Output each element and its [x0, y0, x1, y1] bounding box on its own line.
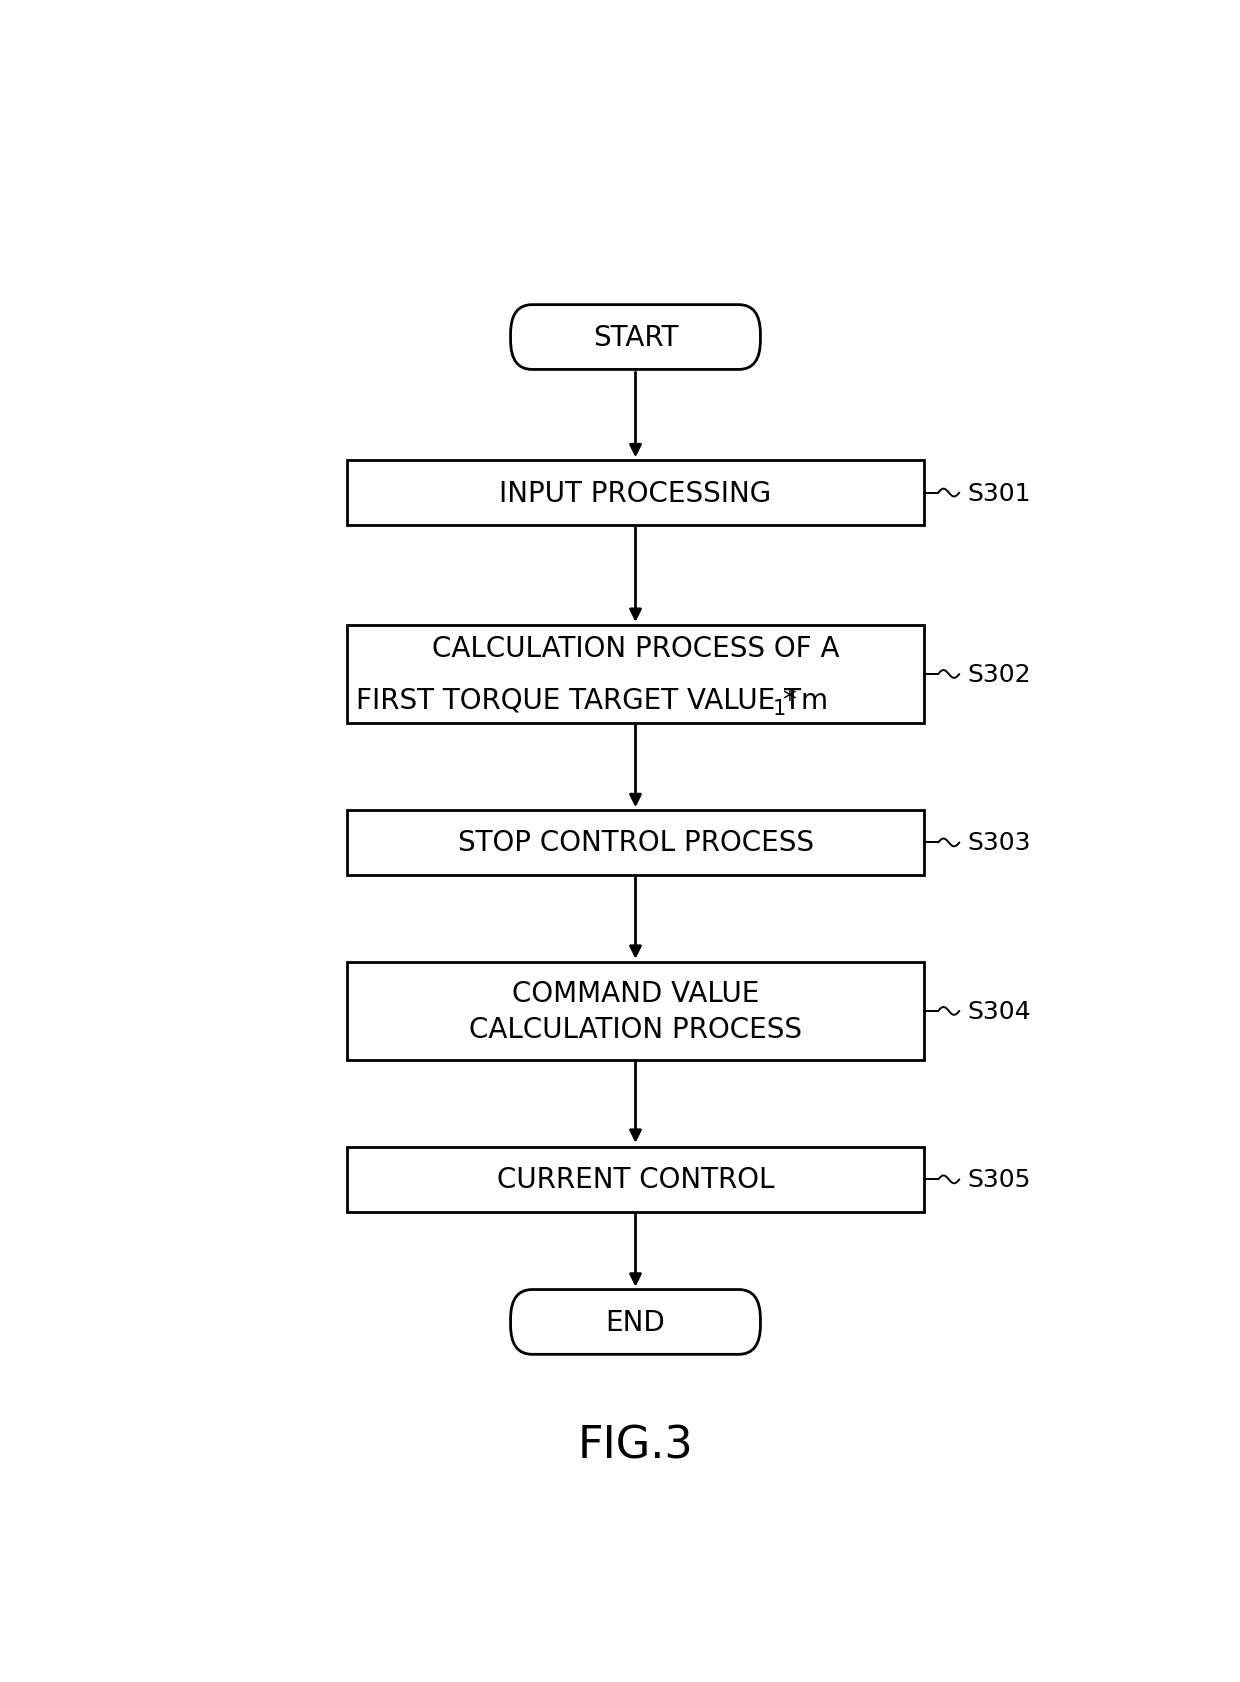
Bar	[347, 962, 924, 1060]
FancyBboxPatch shape	[511, 306, 760, 370]
Text: *: *	[782, 686, 796, 715]
Bar	[347, 626, 924, 723]
Text: S304: S304	[967, 999, 1030, 1023]
Text: CURRENT CONTROL: CURRENT CONTROL	[497, 1166, 774, 1194]
Text: END: END	[605, 1309, 666, 1336]
Text: START: START	[593, 325, 678, 352]
Text: COMMAND VALUE
CALCULATION PROCESS: COMMAND VALUE CALCULATION PROCESS	[469, 979, 802, 1045]
Text: FIRST TORQUE TARGET VALUE Tm: FIRST TORQUE TARGET VALUE Tm	[356, 686, 828, 715]
Text: S302: S302	[967, 663, 1030, 686]
Bar	[347, 811, 924, 875]
FancyBboxPatch shape	[511, 1290, 760, 1354]
Text: S305: S305	[967, 1167, 1030, 1191]
Text: S303: S303	[967, 831, 1030, 854]
Text: STOP CONTROL PROCESS: STOP CONTROL PROCESS	[458, 829, 813, 856]
Text: CALCULATION PROCESS OF A: CALCULATION PROCESS OF A	[432, 634, 839, 663]
Bar	[347, 1147, 924, 1213]
Text: S301: S301	[967, 481, 1030, 505]
Bar	[347, 461, 924, 526]
Text: FIG.3: FIG.3	[578, 1423, 693, 1467]
Text: 1: 1	[773, 698, 786, 718]
Text: INPUT PROCESSING: INPUT PROCESSING	[500, 479, 771, 508]
